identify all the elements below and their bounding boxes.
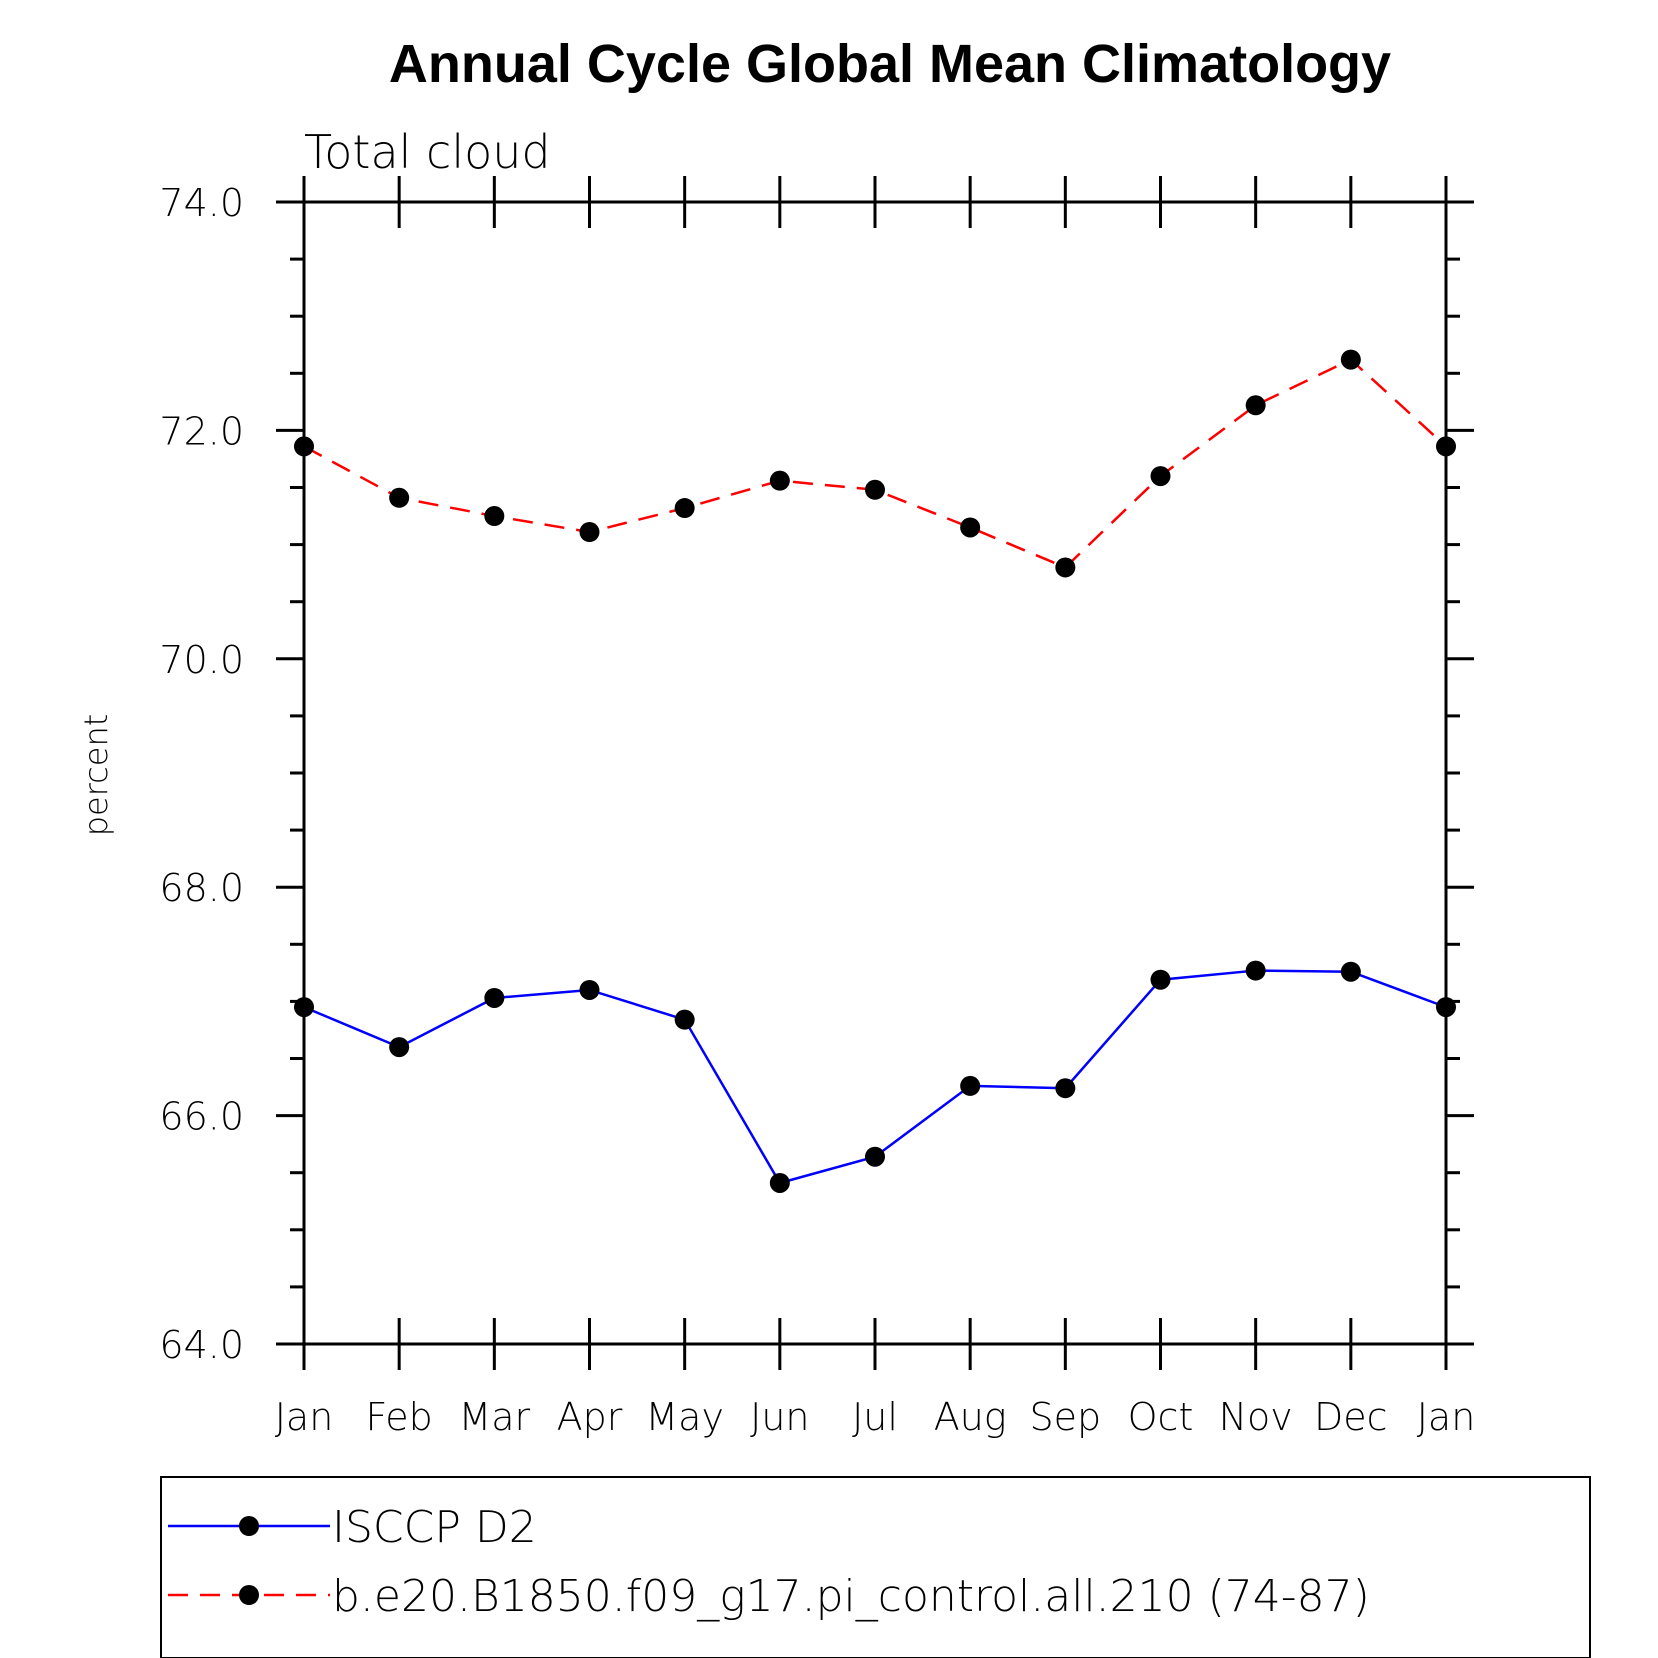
series-point-2 [579,522,600,543]
x-tick-label: Oct [1128,1395,1194,1439]
series-point-2 [865,479,885,500]
series-point-1 [1055,1078,1076,1099]
series-point-1 [674,1009,695,1030]
legend-label-1: ISCCP D2 [332,1502,537,1553]
y-tick-label: 72.0 [159,409,244,453]
series-point-2 [1340,349,1361,370]
y-tick-label: 70.0 [159,638,244,682]
series-point-2 [1245,395,1266,416]
series-point-1 [769,1172,790,1193]
legend-box [160,1476,1591,1658]
series-point-1 [579,979,600,1000]
legend: ISCCP D2 b.e20.B1850.f09_g17.pi_control.a… [168,1502,1370,1622]
x-tick-label: Jun [750,1395,809,1439]
series-point-2 [484,506,505,527]
y-tick-label: 74.0 [159,181,244,225]
x-tick-label: Jan [1417,1395,1476,1439]
chart-subtitle: Total cloud [304,125,551,179]
series-point-2 [294,436,314,457]
series-point-1 [294,997,314,1018]
series-point-2 [1055,557,1076,578]
series-point-1 [1245,960,1266,981]
x-tick-label: Apr [557,1395,623,1439]
y-tick-label: 68.0 [159,866,244,910]
chart-title: Annual Cycle Global Mean Climatology [389,34,1391,94]
x-tick-label: Mar [458,1395,530,1439]
x-tick-label: Aug [934,1395,1007,1439]
legend-label-2: b.e20.B1850.f09_g17.pi_control.all.210 (… [332,1571,1370,1622]
axis-ticks [276,176,1474,1370]
x-tick-label: Sep [1030,1395,1102,1439]
y-tick-labels: 64.0 66.0 68.0 70.0 72.0 74.0 [159,181,244,1367]
series-point-2 [1150,466,1171,487]
x-tick-label: Dec [1314,1395,1388,1439]
series-layer [294,349,1456,1193]
series-point-2 [960,517,981,538]
x-tick-labels: Jan Feb Mar Apr May Jun Jul Aug Sep Oct Nov Dec Jan [275,1395,1476,1439]
legend-marker-2 [239,1585,259,1605]
series-point-1 [960,1075,981,1096]
series-point-2 [674,498,695,519]
x-tick-label: Jan [275,1395,334,1439]
series-point-1 [389,1037,410,1058]
y-tick-label: 64.0 [159,1323,244,1367]
series-point-2 [769,470,790,491]
x-tick-label: Feb [366,1395,433,1439]
series-point-1 [484,987,505,1008]
x-tick-label: Jul [852,1395,898,1439]
plot-frame [302,200,1448,1346]
x-tick-label: May [645,1395,724,1439]
series-point-1 [1340,961,1361,982]
series-point-1 [1436,997,1456,1018]
series-point-1 [1150,969,1171,990]
y-axis-label: percent [77,714,115,837]
x-tick-label: Nov [1219,1395,1293,1439]
series-point-2 [1436,436,1456,457]
series-line-2 [303,358,1447,569]
series-point-2 [389,487,410,508]
series-point-1 [865,1146,885,1167]
legend-marker-1 [239,1516,259,1536]
y-tick-label: 66.0 [159,1095,244,1139]
